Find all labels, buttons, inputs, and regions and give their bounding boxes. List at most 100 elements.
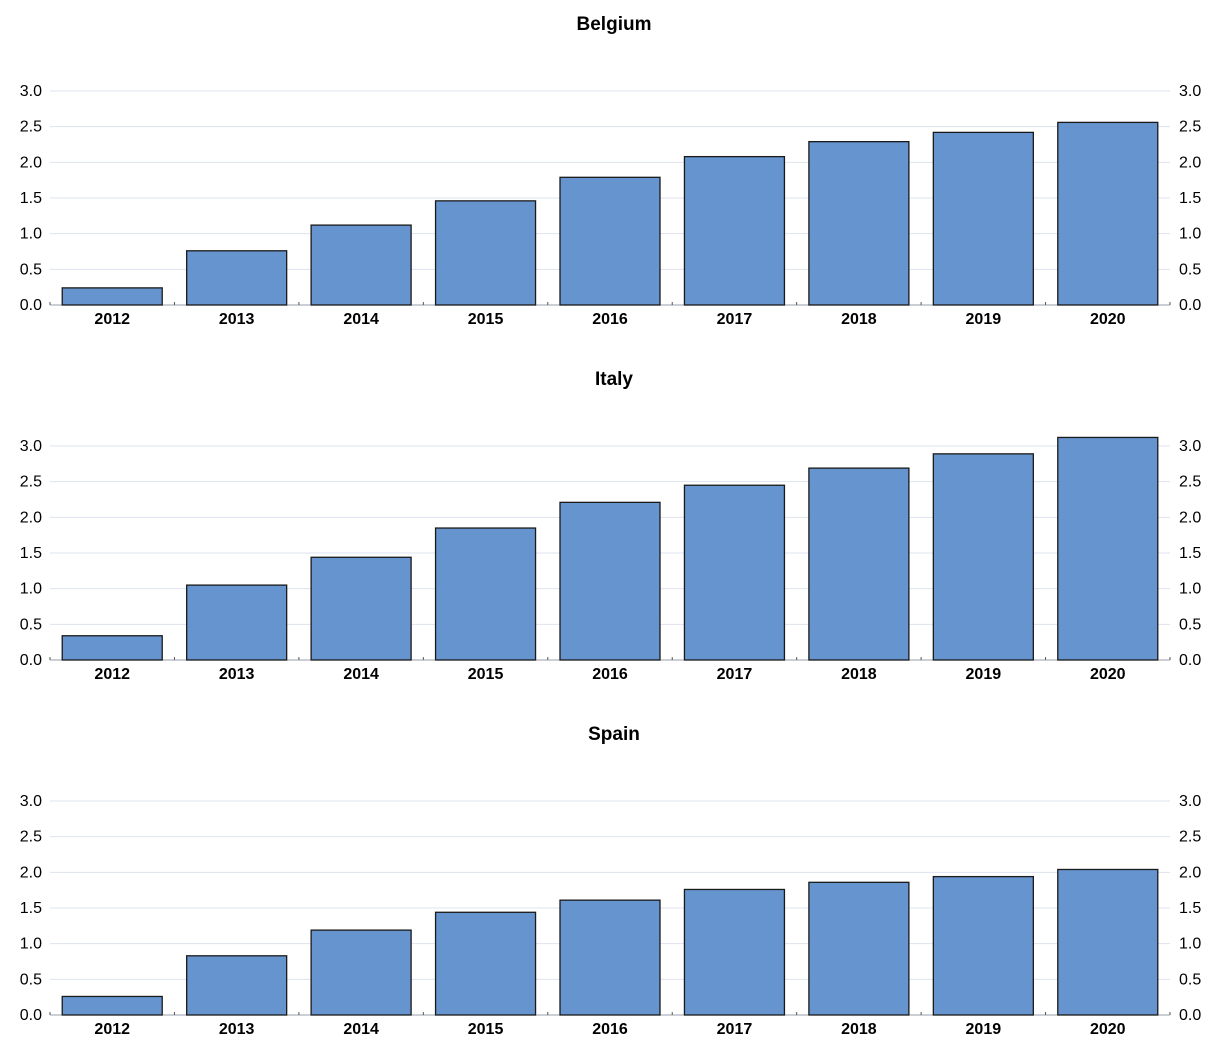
x-tick-label: 2016 [592,1021,628,1037]
x-tick-label: 2014 [343,1021,379,1037]
x-tick-label: 2012 [94,1021,130,1037]
y-tick-label-left: 1.5 [20,190,42,207]
y-tick-label-right: 3.0 [1179,793,1201,810]
y-tick-label-left: 2.5 [20,474,42,491]
bar-2018 [808,467,910,661]
y-tick-label-right: 0.0 [1179,652,1201,669]
bar-2017 [683,155,786,306]
y-tick-label-right: 0.5 [1179,616,1201,633]
y-tick-label-right: 0.5 [1179,971,1201,988]
x-tick-label: 2015 [468,1021,504,1037]
chart-panel-italy: Italy 0.0 0.0 0.5 0.5 1.0 1.0 1.5 1.5 2.0 2.0 2.5 2.… [20,369,1202,683]
bar-2016 [559,899,661,1016]
chart-title: Italy [595,369,633,390]
y-tick-label-left: 1.0 [20,581,42,598]
x-tick-label: 2012 [94,311,130,328]
y-tick-label-right: 2.5 [1179,474,1201,491]
bar-2012 [61,995,163,1016]
x-tick-label: 2017 [717,311,753,328]
bar-2012 [61,635,163,661]
bar-2018 [808,140,910,306]
x-tick-label: 2014 [343,666,379,683]
x-tick-label: 2018 [841,1021,877,1037]
bar-2019 [932,131,1034,306]
x-tick-label: 2012 [94,666,130,683]
x-tick-label: 2016 [592,666,628,683]
y-tick-label-left: 1.0 [20,936,42,953]
y-tick-label-left: 2.5 [20,829,42,846]
bar-2017 [683,888,786,1016]
y-tick-label-right: 1.5 [1179,190,1201,207]
x-tick-label: 2013 [219,666,255,683]
y-tick-label-right: 2.5 [1179,829,1201,846]
y-tick-label-left: 2.0 [20,864,42,881]
y-tick-label-right: 1.5 [1179,900,1201,917]
bar-2014 [310,929,412,1016]
y-tick-label-left: 1.5 [20,900,42,917]
y-tick-label-left: 3.0 [20,83,42,100]
y-tick-label-left: 2.0 [20,509,42,526]
bar-2016 [559,176,661,306]
bar-2014 [310,556,412,661]
y-tick-label-right: 2.5 [1179,119,1201,136]
y-tick-label-left: 0.5 [20,261,42,278]
y-tick-label-right: 0.0 [1179,297,1201,314]
y-tick-label-right: 1.0 [1179,226,1201,243]
y-tick-label-right: 1.5 [1179,545,1201,562]
y-tick-label-left: 3.0 [20,793,42,810]
chart-title: Belgium [577,14,652,35]
y-tick-label-right: 0.5 [1179,261,1201,278]
bar-2019 [932,875,1034,1016]
chart-title: Spain [588,724,640,745]
y-tick-label-left: 2.0 [20,154,42,171]
bar-2020 [1057,436,1159,661]
bar-2020 [1057,868,1159,1016]
bar-2018 [808,881,910,1016]
x-tick-label: 2017 [717,1021,753,1037]
x-tick-label: 2013 [219,311,255,328]
y-tick-label-right: 3.0 [1179,438,1201,455]
y-tick-label-right: 2.0 [1179,864,1201,881]
bar-2016 [559,501,661,661]
y-tick-label-right: 1.0 [1179,936,1201,953]
bar-2013 [186,955,288,1016]
x-tick-label: 2020 [1090,666,1126,683]
y-tick-label-right: 2.0 [1179,509,1201,526]
y-tick-label-left: 0.5 [20,971,42,988]
y-tick-label-left: 1.0 [20,226,42,243]
y-tick-label-left: 0.5 [20,616,42,633]
bar-2015 [434,527,537,661]
bar-2019 [932,453,1034,661]
chart-panel-belgium: Belgium 0.0 0.0 0.5 0.5 1.0 1.0 1.5 1.5 2.0 2.0 2.5… [20,14,1202,328]
y-tick-label-left: 2.5 [20,119,42,136]
bar-2020 [1057,121,1159,306]
bar-2015 [434,911,537,1016]
bar-2014 [310,224,412,306]
x-tick-label: 2017 [717,666,753,683]
bar-2013 [186,250,288,306]
y-tick-label-right: 2.0 [1179,154,1201,171]
y-tick-label-right: 1.0 [1179,581,1201,598]
x-tick-label: 2016 [592,311,628,328]
y-tick-label-left: 0.0 [20,1007,42,1024]
x-tick-label: 2014 [343,311,379,328]
x-tick-label: 2019 [966,1021,1002,1037]
y-tick-label-left: 1.5 [20,545,42,562]
bar-2015 [434,200,537,306]
chart-panel-spain: Spain 0.0 0.0 0.5 0.5 1.0 1.0 1.5 1.5 2.0 2.0 2.5 2.… [20,724,1202,1037]
bar-2017 [683,484,786,661]
x-tick-label: 2015 [468,311,504,328]
y-tick-label-right: 3.0 [1179,83,1201,100]
x-tick-label: 2018 [841,666,877,683]
x-tick-label: 2019 [966,666,1002,683]
y-tick-label-left: 0.0 [20,652,42,669]
x-tick-label: 2015 [468,666,504,683]
x-tick-label: 2013 [219,1021,255,1037]
bar-2013 [186,584,288,661]
y-tick-label-left: 3.0 [20,438,42,455]
y-tick-label-left: 0.0 [20,297,42,314]
x-tick-label: 2019 [966,311,1002,328]
bar-2012 [61,287,163,306]
x-tick-label: 2020 [1090,311,1126,328]
